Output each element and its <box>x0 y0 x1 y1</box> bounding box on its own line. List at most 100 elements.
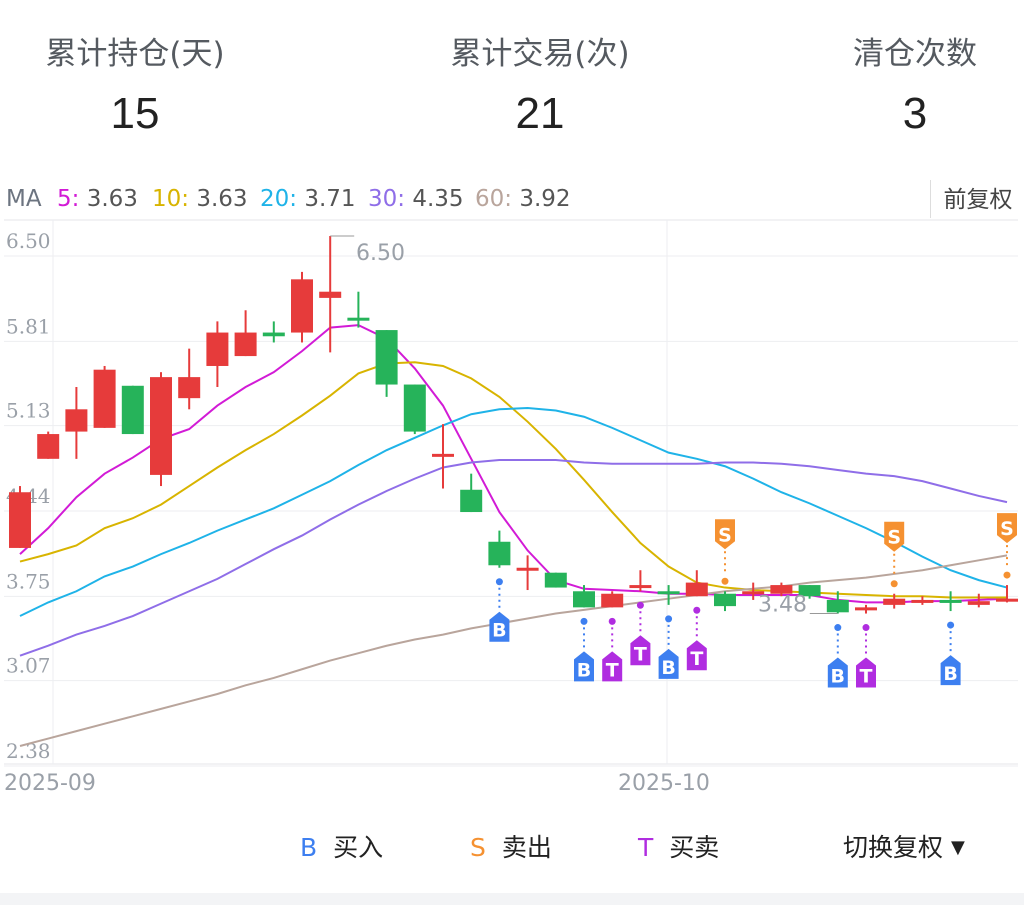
min-price-label: 3.48 <box>758 593 807 618</box>
trade-marker-tag <box>686 640 707 671</box>
legend-trade-label: 买卖 <box>669 833 720 862</box>
ma5-readout: 5: 3.63 <box>57 186 138 212</box>
ma20-line <box>19 407 1008 617</box>
candle-body <box>9 492 31 548</box>
legend-sell-label: 卖出 <box>501 833 552 862</box>
legend-sell: S 卖出 <box>470 828 552 864</box>
trade-marker-tag <box>856 657 876 688</box>
buy-marker-letter: B <box>831 666 845 688</box>
trade-marker-dot <box>693 606 701 614</box>
buy-marker-dot <box>665 615 673 623</box>
y-tick-label: 5.81 <box>6 314 51 338</box>
legend-buy-label: 买入 <box>333 833 384 862</box>
trade-marker-letter: T <box>690 648 703 670</box>
buy-marker-letter: B <box>492 620 506 642</box>
bottom-strip <box>0 893 1024 905</box>
clear-count-label: 清仓次数 <box>853 36 977 72</box>
ma30-value: 4.35 <box>412 186 464 212</box>
ma10-value: 3.63 <box>196 186 248 212</box>
candle-body <box>798 585 821 597</box>
candle-body <box>403 384 426 432</box>
trade-count-stat: 累计交易(次) 21 <box>420 28 660 139</box>
ma10-readout: 10: 3.63 <box>152 186 248 212</box>
candle-body <box>855 607 877 611</box>
ma60-line <box>19 554 1008 747</box>
ma5-key: 5: <box>57 186 80 212</box>
candle-body <box>939 599 962 603</box>
x-tick-label: 2025-09 <box>4 771 96 796</box>
legend-buy: B 买入 <box>300 828 383 864</box>
ma30-readout: 30: 4.35 <box>368 186 464 212</box>
trade-count-label: 累计交易(次) <box>450 36 630 72</box>
candle-body <box>911 599 934 603</box>
candle-body <box>319 291 342 298</box>
stats-panel: 累计持仓(天) 15 累计交易(次) 21 清仓次数 3 <box>0 0 1024 160</box>
trade-marker-dot <box>636 601 644 609</box>
buy-marker-dot <box>947 621 955 629</box>
ma20-readout: 20: 3.71 <box>260 186 356 212</box>
y-tick-label: 6.50 <box>6 229 51 253</box>
kline-chart[interactable]: 6.505.815.134.443.753.072.382025-092025-… <box>0 218 1024 798</box>
sell-marker-tag <box>715 519 735 550</box>
caret-down-icon: ▼ <box>951 837 965 858</box>
ma10-key: 10: <box>152 186 190 212</box>
buy-marker-tag <box>574 651 594 682</box>
holding-days-stat: 累计持仓(天) 15 <box>20 28 250 139</box>
candle-body <box>178 377 201 399</box>
legend-trade-letter: T <box>638 833 654 862</box>
candle-body <box>685 582 708 597</box>
candle-body <box>967 601 990 605</box>
candle-body <box>460 489 483 513</box>
sell-marker-dot <box>890 580 898 588</box>
candle-body <box>742 591 765 595</box>
legend-sell-letter: S <box>470 833 486 862</box>
y-tick-label: 3.07 <box>6 654 51 678</box>
sell-marker-letter: S <box>1000 518 1014 540</box>
holding-days-value: 15 <box>110 89 160 138</box>
y-tick-label: 5.13 <box>6 399 51 423</box>
trade-marker-letter: T <box>606 659 619 681</box>
sell-marker-tag <box>997 513 1017 544</box>
sell-marker-tag <box>884 521 905 552</box>
candle-body <box>291 279 313 333</box>
candle-body <box>234 332 257 357</box>
ma-indicator-bar: MA 5: 3.63 10: 3.63 20: 3.71 30: 4.35 60… <box>0 180 1024 220</box>
ma20-key: 20: <box>260 186 298 212</box>
buy-marker-dot <box>495 578 503 586</box>
ma5-value: 3.63 <box>86 186 138 212</box>
price-adjust-button[interactable]: 前复权 <box>930 180 1024 218</box>
buy-marker-dot <box>580 617 588 625</box>
clear-count-stat: 清仓次数 3 <box>800 28 1024 139</box>
candle-body <box>488 541 511 566</box>
ma30-line <box>19 459 1008 657</box>
switch-adjust-label: 切换复权 <box>843 833 944 862</box>
candle-body <box>544 572 567 588</box>
clear-count-value: 3 <box>902 89 928 138</box>
candle-body <box>432 453 454 457</box>
trade-count-value: 21 <box>515 89 565 138</box>
buy-marker-tag <box>489 611 510 642</box>
ma30-key: 30: <box>368 186 406 212</box>
ma60-value: 3.92 <box>519 186 571 212</box>
ma60-key: 60: <box>475 186 513 212</box>
candle-body <box>347 317 370 321</box>
buy-marker-tag <box>827 657 848 688</box>
candle-body <box>714 593 736 607</box>
legend-buy-letter: B <box>300 833 318 862</box>
candle-body <box>516 567 539 571</box>
candle-body <box>65 409 88 432</box>
buy-marker-letter: B <box>943 663 957 685</box>
trade-marker-letter: T <box>634 643 647 665</box>
switch-adjust-button[interactable]: 切换复权 ▼ <box>843 828 965 864</box>
candle-body <box>826 599 849 613</box>
buy-marker-letter: B <box>577 659 591 681</box>
max-price-label: 6.50 <box>356 241 405 266</box>
holding-days-label: 累计持仓(天) <box>45 36 225 72</box>
trade-marker-dot <box>862 624 870 632</box>
candle-body <box>770 585 793 594</box>
candle-body <box>996 598 1018 602</box>
candle-body <box>93 369 116 428</box>
ma-prefix: MA <box>6 186 42 212</box>
candle-body <box>601 593 624 608</box>
sell-marker-dot <box>1003 571 1011 579</box>
